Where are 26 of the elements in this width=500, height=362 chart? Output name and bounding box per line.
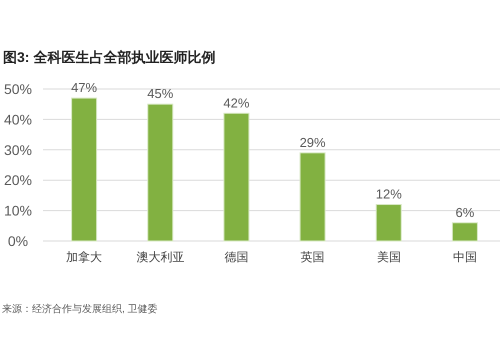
- y-tick-label: 30%: [4, 142, 32, 158]
- x-tick-label: 澳大利亚: [136, 250, 184, 264]
- bar: [452, 222, 478, 242]
- x-tick-label: 美国: [376, 250, 401, 264]
- data-label: 47%: [71, 80, 98, 96]
- data-label: 12%: [376, 186, 402, 202]
- bar: [223, 112, 250, 242]
- x-tick-label: 加拿大: [66, 250, 102, 264]
- data-label: 29%: [300, 134, 326, 150]
- x-tick-label: 德国: [224, 250, 248, 264]
- bar: [300, 152, 326, 242]
- chart-title: 图3: 全科医生占全部执业医师比例: [3, 49, 216, 65]
- y-tick-label: 10%: [4, 202, 32, 219]
- x-tick-label: 英国: [300, 250, 325, 264]
- data-label: 6%: [456, 204, 475, 220]
- source-note: 来源：经济合作与发展组织, 卫健委: [2, 303, 158, 315]
- bar: [376, 204, 402, 242]
- x-tick-label: 中国: [452, 250, 477, 264]
- y-tick-label: 50%: [4, 81, 32, 97]
- y-tick-label: 20%: [4, 172, 32, 188]
- y-tick-label: 0%: [8, 233, 28, 249]
- data-label: 42%: [223, 95, 250, 110]
- bar: [147, 104, 174, 242]
- bar: [71, 98, 98, 242]
- data-label: 45%: [147, 86, 174, 102]
- y-tick-label: 40%: [4, 111, 32, 128]
